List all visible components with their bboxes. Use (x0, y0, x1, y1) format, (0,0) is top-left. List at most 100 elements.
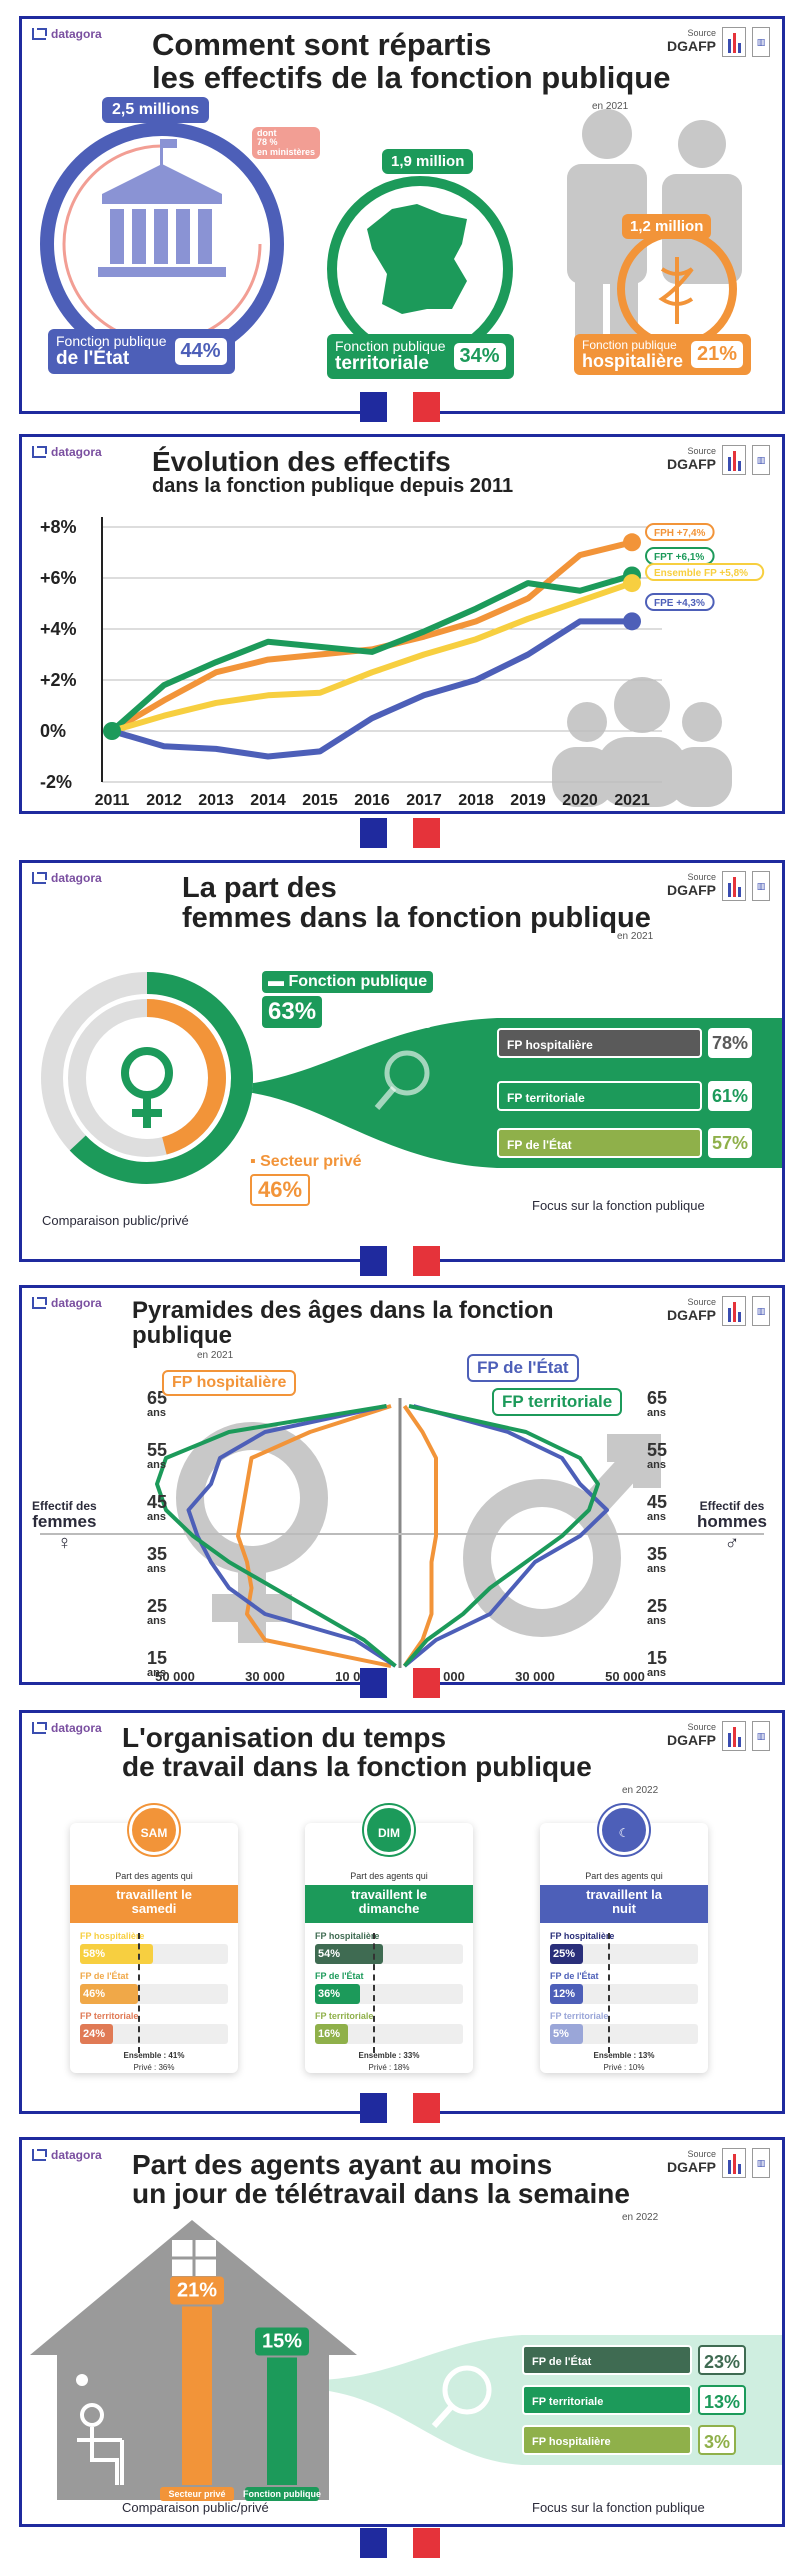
title-line-2: publique (132, 1322, 232, 1350)
source-name: DGAFP (667, 1307, 716, 1324)
year-label: en 2021 (592, 101, 629, 112)
evolution-line-chart: -2% 0% +2% +4% +6% +8% 2011 2012 2013 2014 2015 201… (40, 517, 765, 809)
card-band: travaillent la nuit (540, 1885, 708, 1923)
tele-bar-value: 21% (177, 2280, 217, 2302)
source-name: DGAFP (667, 2159, 716, 2176)
tele-bar-value: 15% (262, 2331, 302, 2353)
focus-row: FP territoriale 61% (497, 1081, 753, 1111)
calendar-icon: SAM (129, 1805, 179, 1855)
age-tick-left: 45 (147, 1492, 167, 1512)
source-name: DGAFP (667, 1732, 716, 1749)
tele-bar-category: Fonction publique (243, 2489, 321, 2499)
male-small-icon: ♂ (724, 1531, 740, 1554)
male-big-symbol-icon (463, 1434, 661, 1637)
prive-donut-arc (146, 999, 226, 1155)
focus-pct: 13% (698, 2385, 747, 2415)
series-name: Ensemble FP +5,8% (654, 568, 748, 579)
caption-left: Comparaison public/privé (42, 1213, 189, 1228)
age-tick-right: 35 (647, 1544, 667, 1564)
series-end-label: FPE +4,3% (645, 593, 715, 611)
age-unit-left: ans (147, 1407, 166, 1419)
source-block: Source DGAFP ▥ (667, 2148, 770, 2178)
legend-fpt: FP territoriale (492, 1388, 623, 1416)
sdes-logo-icon (722, 27, 746, 57)
bar-track: 24% (80, 2024, 228, 2044)
fpe-count-badge: 2,5 millions (102, 97, 210, 123)
band-line-1: travaillent le (116, 1887, 192, 1902)
age-unit-left: ans (147, 1511, 166, 1523)
prive-pct: 46% (250, 1174, 311, 1206)
age-pyramid-chart: 65ans65ans55ans55ans45ans45ans35ans35ans… (40, 1388, 764, 1682)
right-label-1: Effectif des (699, 1499, 765, 1513)
x-tick-label: 2017 (406, 792, 442, 809)
source-label: Source (687, 872, 716, 883)
fpt-count-badge: 1,9 million (382, 149, 474, 174)
bar-track: 12% (550, 1984, 698, 2004)
focus-pct: 23% (698, 2345, 747, 2375)
card-band: travaillent le dimanche (305, 1885, 473, 1923)
briefcase-icon: ▪ (250, 1153, 261, 1170)
y-tick-label: +2% (40, 670, 77, 690)
brand-name: datagora (51, 2148, 102, 2162)
source-label: Source (687, 446, 716, 457)
brand-name: datagora (51, 27, 102, 41)
right-axis-label: Effectif des hommes ♂ (697, 1499, 767, 1554)
bar-fill: 54% (315, 1944, 383, 1964)
focus-row: FP de l'État 23% (522, 2345, 747, 2375)
bar-fill: 25% (550, 1944, 583, 1964)
series-line-ensemble-fp (111, 580, 633, 734)
card-header-small: Part des agents qui (350, 1871, 428, 1881)
republique-francaise-logo-6 (360, 2528, 441, 2558)
time-card: ☾ Part des agents qui travaillent la nuit FP… (540, 1805, 708, 2073)
bar-label: FP de l'État (80, 1971, 129, 1981)
brand-chart-icon (32, 28, 47, 40)
panel-repartition: datagora Source DGAFP ▥ Comment sont répa… (19, 16, 785, 414)
bar-track: 46% (80, 1984, 228, 2004)
series-name: FPH +7,4% (654, 528, 706, 539)
title-line-2: de travail dans la fonction publique (122, 1751, 592, 1783)
year-label: en 2021 (617, 931, 654, 942)
republique-francaise-logo-2 (360, 818, 441, 848)
age-tick-left: 25 (147, 1596, 167, 1616)
brand-name: datagora (51, 445, 102, 459)
fp-donut-label: ▬ Fonction publique 63% (262, 971, 434, 1028)
caption-right: Focus sur la fonction publique (532, 1198, 705, 1213)
year-label: en 2021 (197, 1350, 234, 1361)
page-title: Évolution des effectifs dans la fonction… (152, 447, 513, 497)
bar-fill: 16% (315, 2024, 348, 2044)
brand-name: datagora (51, 1296, 102, 1310)
bar-label: FP territoriale (315, 2011, 374, 2021)
female-symbol-icon (121, 1047, 173, 1128)
tele-bar (267, 2357, 297, 2485)
y-tick-label: +4% (40, 619, 77, 639)
x-tick-label: 2020 (562, 792, 598, 809)
page-title: Comment sont répartis les effectifs de l… (152, 28, 670, 94)
building-icon: ▬ (268, 973, 289, 990)
ministry-logo-icon: ▥ (752, 1296, 770, 1326)
magnifier-icon (384, 1050, 430, 1096)
bar-fill: 46% (80, 1984, 138, 2004)
age-tick-right: 15 (647, 1648, 667, 1668)
focus-row: FP hospitalière 3% (522, 2425, 737, 2455)
panel-femmes: datagora Source DGAFP ▥ La part des femme… (19, 860, 785, 1262)
bar-track: 36% (315, 1984, 463, 2004)
series-name: FPT +6,1% (654, 552, 704, 563)
focus-row: FP hospitalière 78% (497, 1028, 753, 1058)
source-block: Source DGAFP ▥ (667, 445, 770, 475)
ministry-logo-icon: ▥ (752, 871, 770, 901)
prive-label: Privé : 10% (603, 2063, 645, 2072)
female-small-icon: ♀ (56, 1531, 72, 1554)
ministry-logo-icon: ▥ (752, 27, 770, 57)
age-unit-left: ans (147, 1563, 166, 1575)
x-tick-label: 2019 (510, 792, 546, 809)
title-line-1: Évolution des effectifs (152, 446, 451, 477)
band-line-2: nuit (612, 1901, 636, 1917)
bar-label: FP de l'État (550, 1971, 599, 1981)
brand-chart-icon (32, 872, 47, 884)
bar-fill: 12% (550, 1984, 583, 2004)
fph-label-line-2: hospitalière (582, 350, 684, 371)
fpe-label-badge: Fonction publique de l'État 44% (48, 329, 235, 374)
band-line-2: samedi (131, 1901, 177, 1917)
france-map-icon (367, 204, 467, 314)
bar-fill: 36% (315, 1984, 361, 2004)
